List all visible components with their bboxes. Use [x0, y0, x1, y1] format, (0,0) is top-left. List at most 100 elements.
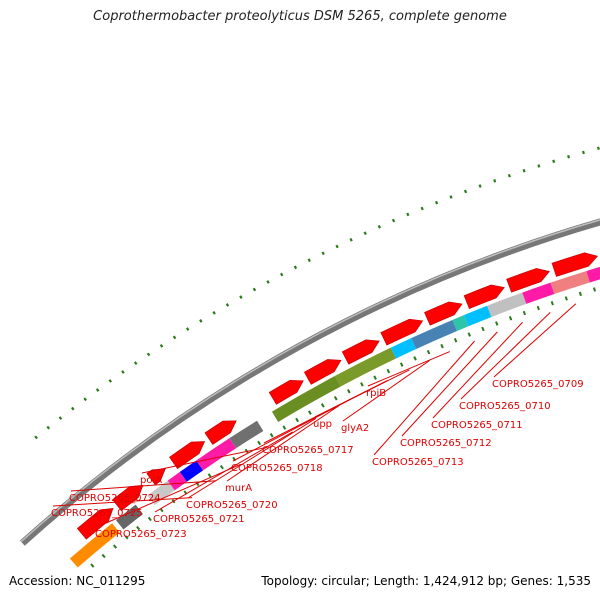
cog-gene-block — [522, 282, 555, 304]
gene-arrow — [424, 301, 463, 326]
leader-line — [342, 360, 430, 422]
minor-tick — [386, 368, 391, 374]
minor-tick — [146, 352, 151, 357]
gene-arrow — [463, 284, 505, 309]
minor-tick — [564, 296, 568, 301]
minor-tick — [172, 335, 177, 340]
minor-tick — [550, 300, 554, 306]
minor-tick — [133, 361, 138, 365]
minor-tick — [478, 184, 482, 188]
cog-gene-block — [550, 271, 590, 295]
cog-gene-block — [586, 266, 600, 283]
minor-tick — [440, 343, 444, 349]
minor-tick — [46, 425, 51, 430]
genome-backbone-highlight — [20, 219, 600, 543]
minor-tick — [212, 310, 216, 315]
cog-gene-block — [115, 504, 143, 530]
minor-tick — [108, 379, 113, 383]
topology-summary: Topology: circular; Length: 1,424,912 bp… — [261, 574, 591, 588]
genome-backbone — [20, 218, 600, 546]
leader-line — [401, 331, 498, 437]
minor-tick — [90, 563, 95, 568]
gene-label: upp — [313, 419, 332, 430]
gene-label: COPRO5265_0721 — [153, 514, 245, 525]
cog-gene-block — [390, 338, 417, 359]
leader-line — [226, 404, 340, 482]
gene-arrow — [551, 252, 599, 277]
minor-tick — [95, 388, 100, 392]
leader-line — [96, 463, 241, 528]
minor-tick — [495, 321, 499, 326]
cog-gene-block — [179, 460, 204, 482]
minor-tick — [244, 448, 249, 454]
gene-label: COPRO5265_0712 — [400, 438, 492, 449]
gene-label: COPRO5265_0710 — [459, 401, 551, 412]
minor-tick — [70, 406, 75, 411]
minor-tick — [219, 464, 224, 470]
leader-line — [373, 340, 475, 456]
minor-tick — [373, 375, 377, 380]
minor-tick — [252, 287, 257, 292]
gene-label: polA — [140, 475, 162, 486]
gene-label: COPRO5265_0723 — [95, 529, 187, 540]
minor-tick — [349, 237, 353, 242]
gene-arrow — [76, 507, 114, 540]
forward-strand-genes — [76, 247, 600, 540]
minor-tick — [552, 159, 556, 164]
minor-tick — [185, 327, 190, 331]
minor-tick — [578, 291, 582, 297]
minor-tick — [320, 403, 325, 408]
minor-tick — [363, 231, 367, 236]
minor-tick — [257, 440, 262, 446]
minor-tick — [581, 150, 585, 155]
minor-tick — [295, 417, 299, 423]
minor-tick — [537, 164, 541, 168]
leader-line — [460, 311, 551, 400]
minor-tick — [406, 212, 410, 217]
gene-arrow — [204, 420, 237, 445]
minor-tick — [426, 349, 431, 355]
leader-line — [70, 480, 217, 492]
minor-tick — [225, 303, 230, 307]
minor-tick — [346, 389, 351, 394]
minor-tick — [596, 146, 600, 150]
cog-gene-block — [411, 319, 458, 350]
minor-tick — [147, 516, 152, 522]
outer-tick-marks — [34, 146, 600, 440]
leader-line — [141, 446, 268, 474]
minor-tick — [413, 356, 417, 361]
gene-arrow — [303, 359, 342, 385]
minor-tick — [335, 244, 339, 249]
minor-tick — [481, 326, 485, 332]
minor-tick — [83, 397, 87, 402]
minor-tick — [266, 280, 270, 284]
minor-tick — [321, 251, 325, 256]
minor-tick — [391, 218, 396, 223]
leader-line — [263, 379, 388, 444]
gene-arrow — [341, 339, 380, 365]
gene-arrow — [380, 318, 424, 346]
minor-tick — [360, 382, 364, 387]
gene-label: COPRO5265_0709 — [492, 379, 584, 390]
minor-tick — [508, 315, 513, 321]
minor-tick — [199, 319, 203, 323]
minor-tick — [34, 435, 38, 440]
minor-tick — [399, 362, 404, 367]
minor-tick — [101, 553, 106, 559]
minor-tick — [159, 343, 164, 348]
minor-tick — [293, 265, 298, 270]
minor-tick — [307, 258, 311, 263]
leader-line — [432, 321, 523, 419]
minor-tick — [121, 370, 125, 374]
minor-tick — [136, 525, 141, 531]
gene-labels: COPRO5265_0709 COPRO5265_0710 COPRO5265_07… — [51, 379, 584, 540]
minor-tick — [124, 535, 129, 540]
leader-line — [52, 497, 193, 507]
cog-colored-genes — [69, 266, 600, 568]
minor-tick — [195, 481, 200, 487]
gene-label: COPRO5265_0718 — [231, 463, 323, 474]
gene-arrow — [169, 441, 206, 470]
cog-gene-block — [452, 315, 469, 331]
cog-gene-block — [69, 523, 120, 568]
